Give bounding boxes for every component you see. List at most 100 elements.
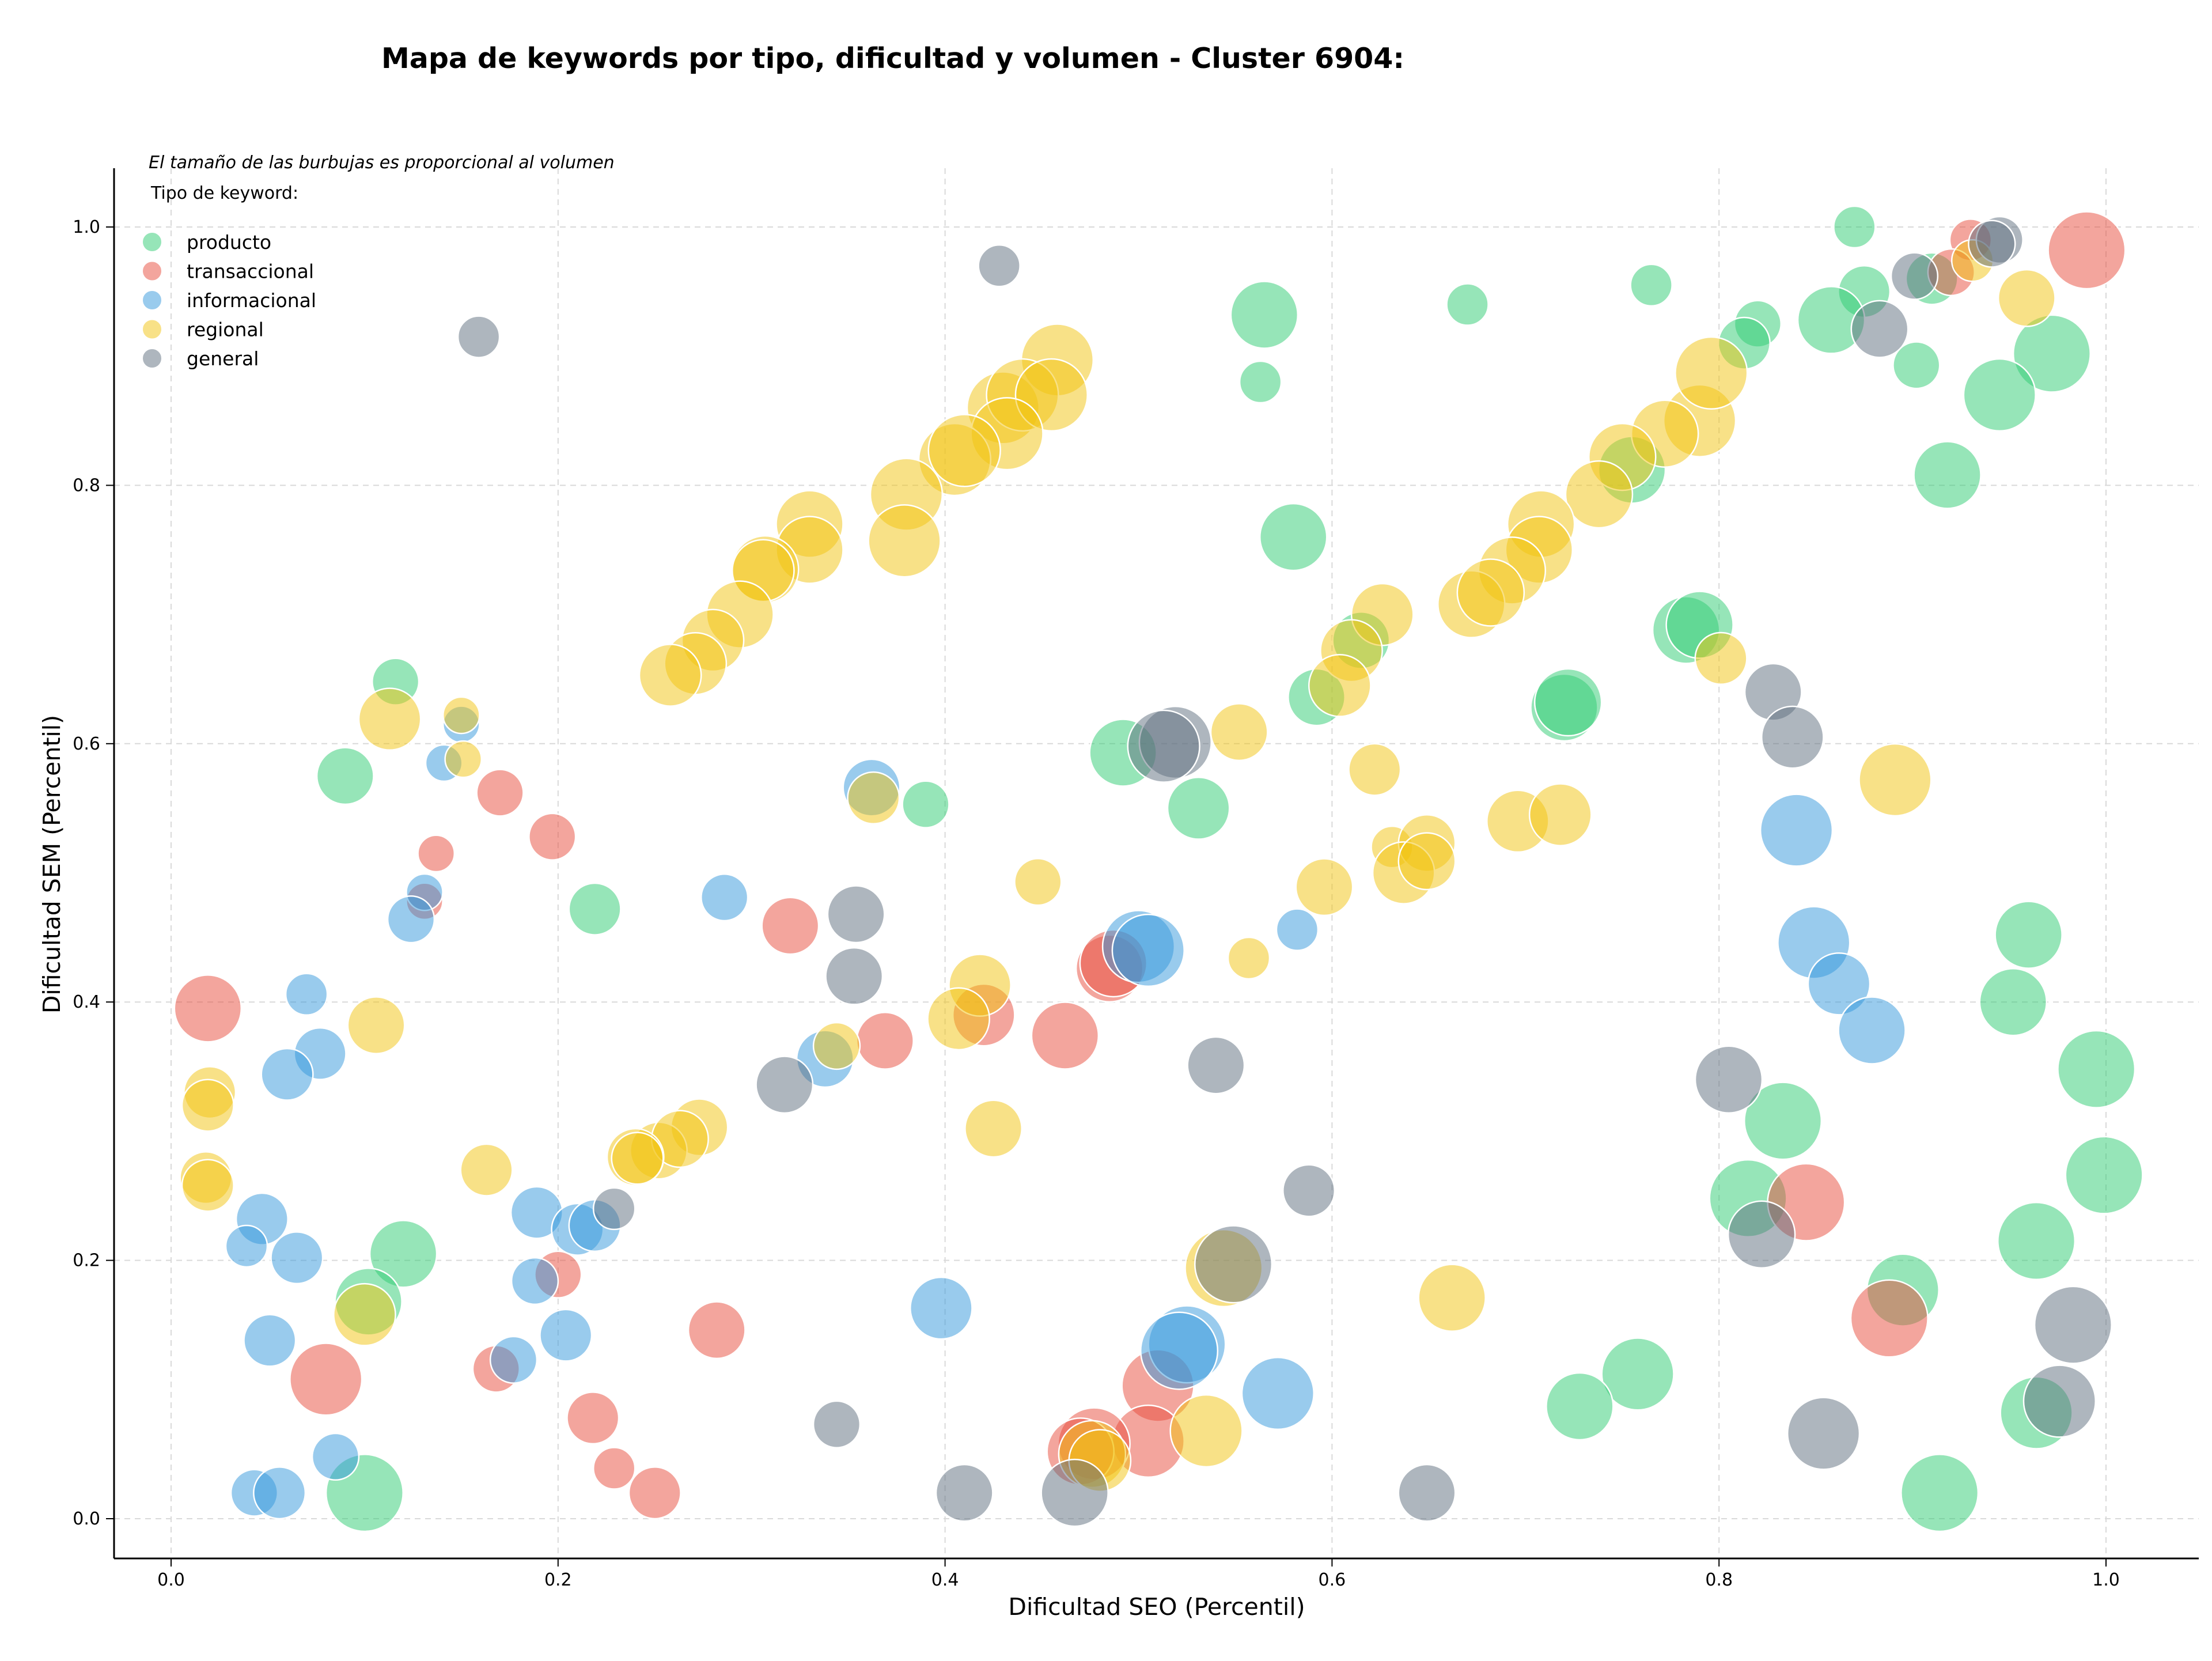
bubble-regional (1308, 654, 1372, 717)
bubble-transaccional (417, 834, 456, 873)
bubble-transaccional (1031, 1001, 1100, 1070)
bubble-general (1127, 709, 1200, 783)
bubble-transaccional (1850, 1279, 1929, 1358)
bubble-informacional (1275, 908, 1319, 951)
bubble-transaccional (566, 1391, 620, 1445)
axes (113, 168, 2199, 1560)
bubble-transaccional (528, 812, 577, 861)
bubble-regional (1694, 631, 1748, 685)
bubble-general (1187, 1036, 1245, 1095)
bubble-regional (1456, 558, 1525, 627)
bubble-producto (1979, 967, 2048, 1036)
legend-marker-general (142, 348, 162, 369)
bubble-regional (460, 1143, 513, 1197)
bubble-producto (1533, 668, 1603, 737)
legend-label-regional: regional (187, 319, 264, 341)
bubble-producto (2057, 1030, 2136, 1108)
bubble-regional (181, 1079, 234, 1132)
bubble-informacional (1241, 1356, 1315, 1431)
bubble-informacional (1838, 996, 1906, 1065)
bubble-regional (847, 771, 900, 825)
bubble-layer (173, 205, 2143, 1533)
bubble-regional (347, 996, 406, 1055)
bubble-general (1040, 1458, 1109, 1527)
legend-title: Tipo de keyword: (150, 183, 298, 203)
bubble-general (755, 1055, 814, 1114)
bubble-producto (568, 882, 622, 936)
bubble-transaccional (687, 1301, 746, 1360)
bubble-regional (1528, 783, 1592, 846)
bubble-transaccional (592, 1447, 636, 1490)
legend-label-producto: producto (187, 231, 271, 253)
y-tick-label: 0.0 (73, 1509, 100, 1529)
bubble-informacional (539, 1308, 593, 1362)
bubble-general (812, 1400, 861, 1448)
bubble-regional (333, 1282, 396, 1346)
bubble-regional (927, 414, 1001, 487)
bubble-general (978, 244, 1021, 287)
series-general (457, 215, 2112, 1527)
bubble-transaccional (761, 896, 820, 955)
bubble-transaccional (2047, 211, 2126, 290)
y-tick-label: 0.6 (73, 734, 100, 754)
bubble-regional (1565, 460, 1634, 529)
x-tick-label: 1.0 (2092, 1570, 2120, 1590)
legend-marker-regional (142, 319, 162, 340)
bubble-general (1850, 300, 1909, 358)
bubble-informacional (700, 873, 749, 922)
bubble-general (1397, 1463, 1456, 1522)
bubble-regional (1169, 1394, 1243, 1468)
bubble-regional (1675, 336, 1748, 410)
bubble-informacional (270, 1231, 324, 1285)
bubble-producto (1238, 360, 1282, 404)
bubble-regional (181, 1159, 234, 1212)
x-axis-label: Dificultad SEO (Percentil) (1008, 1593, 1305, 1621)
bubble-producto (1230, 281, 1299, 349)
bubble-producto (369, 1220, 438, 1288)
bubble-general (2033, 1285, 2112, 1364)
legend-marker-producto (142, 232, 162, 252)
legend-label-transaccional: transaccional (187, 260, 314, 283)
bubble-producto (1997, 1201, 2076, 1281)
bubble-producto (1166, 777, 1230, 840)
bubble-producto (316, 747, 374, 805)
bubble-regional (964, 1099, 1023, 1158)
bubble-general (935, 1463, 994, 1522)
bubble-general (825, 947, 884, 1005)
bubble-regional (358, 687, 422, 751)
bubble-general (1694, 1045, 1763, 1114)
bubble-informacional (1139, 1311, 1219, 1390)
bubble-producto (1601, 1337, 1675, 1411)
x-tick-label: 0.6 (1319, 1570, 1346, 1590)
bubble-informacional (311, 1432, 360, 1481)
bubble-producto (1546, 1372, 1614, 1441)
bubble-regional (1858, 743, 1932, 817)
bubble-informacional (225, 1224, 268, 1268)
bubble-transaccional (628, 1466, 681, 1520)
bubble-informacional (285, 973, 328, 1016)
bubble-producto (1913, 441, 1982, 509)
bubble-regional (1295, 858, 1354, 917)
bubble-informacional (910, 1276, 973, 1340)
bubble-producto (2012, 314, 2091, 393)
series-regional (179, 239, 2056, 1492)
bubble-general (2022, 1364, 2097, 1438)
bubble-informacional (387, 895, 435, 944)
bubble-regional (927, 987, 990, 1051)
bubble-producto (1259, 502, 1328, 572)
bubble-regional (1997, 268, 2056, 327)
bubble-producto (1900, 1454, 1979, 1533)
bubble-informacional (1111, 913, 1185, 987)
x-tick-label: 0.8 (1705, 1570, 1733, 1590)
bubble-general (1194, 1225, 1273, 1304)
y-tick-label: 0.4 (73, 992, 100, 1012)
bubble-regional (442, 696, 480, 735)
bubble-general (1890, 252, 1939, 300)
bubble-informacional (1807, 952, 1871, 1016)
y-tick-label: 1.0 (73, 217, 100, 237)
bubble-transaccional (856, 1012, 914, 1070)
size-note: El tamaño de las burbujas es proporciona… (149, 153, 615, 173)
bubble-producto (1994, 901, 2063, 969)
bubble-producto (1963, 358, 2036, 432)
